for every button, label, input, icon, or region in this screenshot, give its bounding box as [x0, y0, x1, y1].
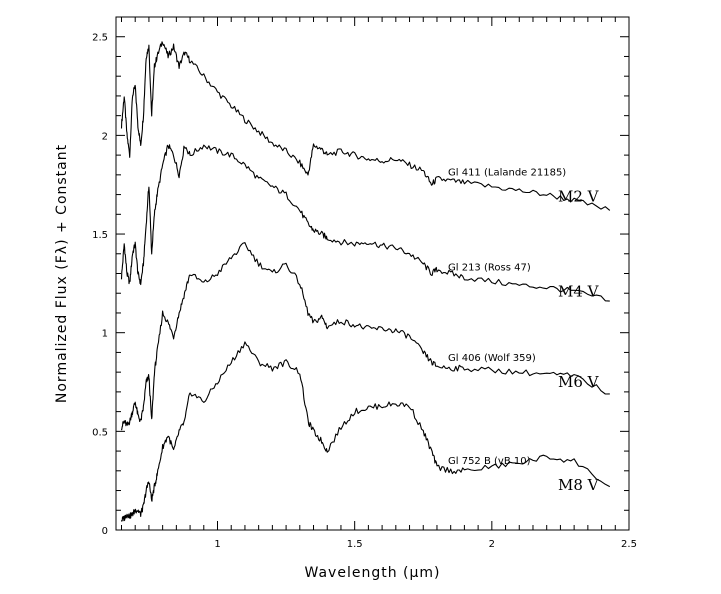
y-tick-label: 2 [102, 131, 108, 142]
spectral-type-label: M2 V [558, 188, 600, 206]
y-tick-label: 2.5 [92, 33, 108, 44]
spectrum-line [120, 144, 610, 302]
spectra-series [120, 41, 611, 522]
plot-frame [115, 16, 630, 531]
y-tick-label: 0.5 [92, 427, 108, 438]
y-tick-label: 0 [102, 526, 108, 537]
spectrum-line [120, 41, 611, 211]
spectral-type-label: M4 V [558, 282, 600, 300]
star-name-label: Gl 213 (Ross 47) [448, 262, 531, 273]
spectral-type-label: M8 V [558, 476, 600, 494]
star-name-label: Gl 752 B (vB 10) [448, 456, 531, 467]
spectra-labels: Gl 411 (Lalande 21185) M2 V Gl 213 (Ross 4… [448, 168, 600, 494]
y-tick-label: 1.5 [92, 230, 108, 241]
spectral-type-label: M6 V [558, 373, 600, 391]
plot-border [115, 16, 630, 531]
x-axis-ticks: 1 1.5 2 2.5 [120, 17, 637, 550]
y-axis-title: Normalized Flux (Fλ) + Constant [54, 144, 70, 403]
x-tick-label: 1 [214, 539, 220, 550]
x-tick-label: 1.5 [347, 539, 363, 550]
spectrum-line [120, 341, 611, 522]
star-name-label: Gl 406 (Wolf 359) [448, 353, 536, 364]
spectrum-line [120, 242, 610, 431]
x-axis-title: Wavelength (μm) [305, 565, 441, 581]
x-tick-label: 2 [489, 539, 495, 550]
x-tick-label: 2.5 [621, 539, 637, 550]
y-axis-ticks: 0 0.5 1 1.5 2 2.5 [92, 16, 629, 537]
y-tick-label: 1 [102, 329, 108, 340]
star-name-label: Gl 411 (Lalande 21185) [448, 168, 566, 179]
